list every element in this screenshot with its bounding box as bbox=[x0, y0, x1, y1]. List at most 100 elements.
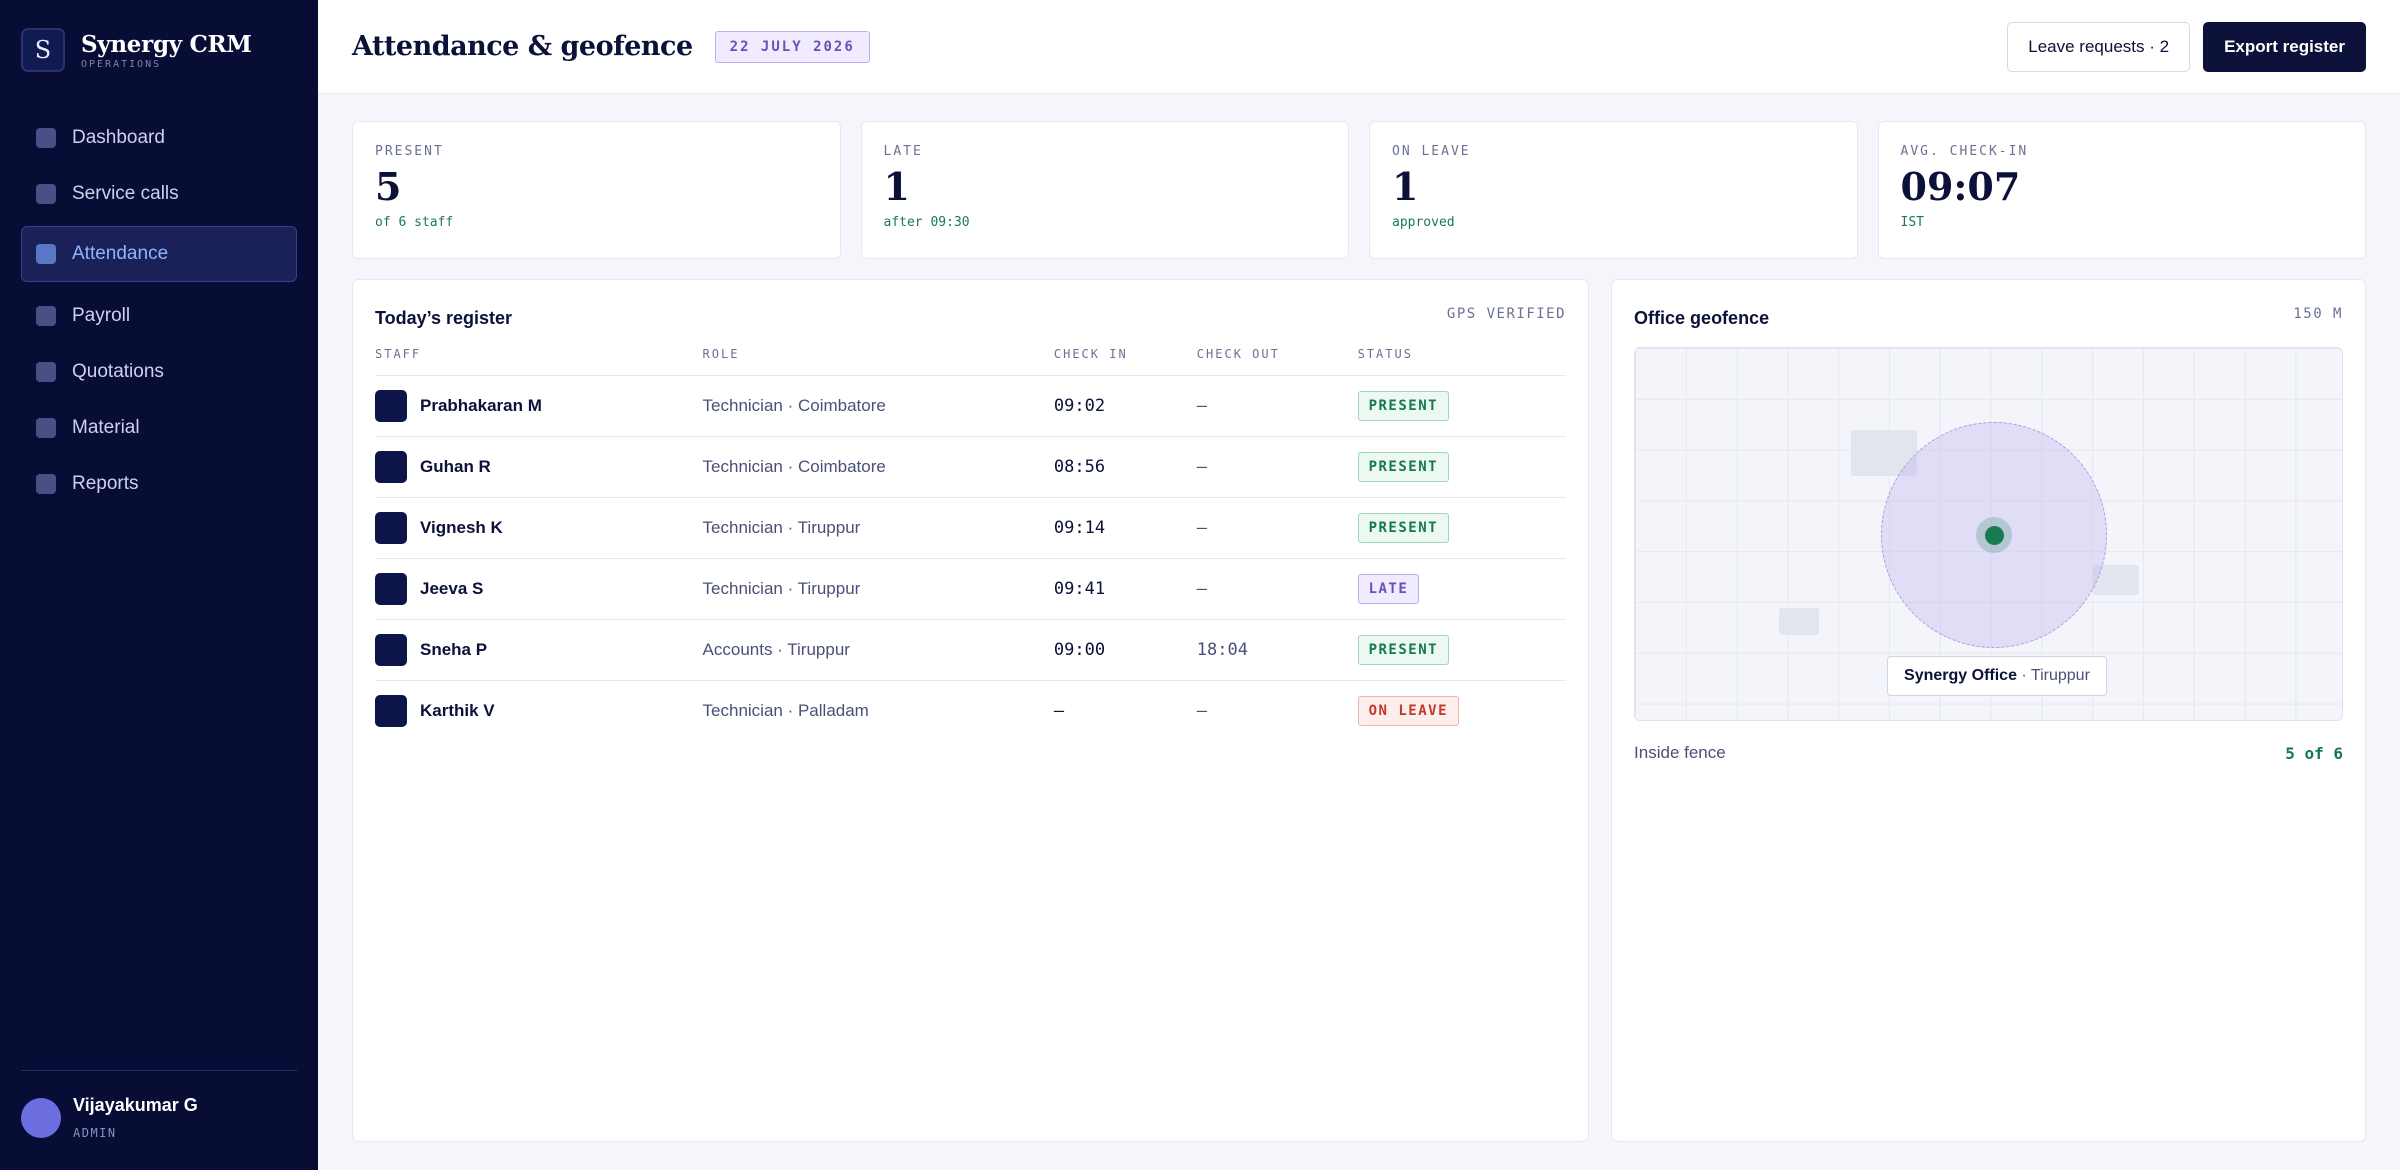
staff-role: Technician · Coimbatore bbox=[702, 375, 1054, 437]
stat-card-present: PRESENT 5 of 6 staff bbox=[352, 121, 841, 259]
column-header[interactable]: STATUS bbox=[1357, 347, 1567, 376]
register-panel: Today’s register GPS VERIFIED STAFF ROLE… bbox=[352, 279, 1590, 1142]
staff-avatar bbox=[375, 695, 407, 728]
sidebar-item-reports[interactable]: Reports bbox=[21, 458, 297, 510]
leave-requests-button[interactable]: Leave requests · 2 bbox=[2007, 21, 2191, 72]
office-map-label: Synergy Office · Tiruppur bbox=[1887, 656, 2107, 696]
topbar: Attendance & geofence 22 JULY 2026 Leave… bbox=[318, 0, 2400, 94]
content: PRESENT 5 of 6 staff LATE 1 after 09:30 … bbox=[318, 94, 2400, 1170]
office-name: Synergy Office bbox=[1904, 667, 2017, 684]
staff-avatar bbox=[375, 634, 407, 666]
brand-subtitle: OPERATIONS bbox=[81, 58, 162, 70]
payroll-icon bbox=[36, 306, 56, 326]
stat-value: 5 bbox=[375, 164, 402, 209]
attendance-icon bbox=[36, 244, 56, 264]
staff-role: Technician · Tiruppur bbox=[702, 497, 1054, 559]
sidebar: S Synergy CRM OPERATIONS Dashboard Servi… bbox=[0, 0, 318, 1170]
check-in: — bbox=[1053, 701, 1065, 722]
staff-avatar bbox=[375, 451, 407, 483]
stat-value: 09:07 bbox=[1900, 164, 2021, 209]
office-location: · Tiruppur bbox=[2016, 667, 2090, 684]
sidebar-item-label: Attendance bbox=[72, 243, 169, 264]
geofence-circle bbox=[1881, 422, 2108, 648]
stat-label: LATE bbox=[883, 144, 923, 159]
gps-verified-label: GPS VERIFIED bbox=[1446, 306, 1567, 322]
check-in: 09:41 bbox=[1053, 558, 1197, 620]
staff-role: Accounts · Tiruppur bbox=[702, 619, 1054, 681]
stat-card-avg-check-in: AVG. CHECK-IN 09:07 IST bbox=[1877, 121, 2366, 259]
stat-value: 1 bbox=[883, 164, 910, 209]
table-row[interactable]: Karthik V Technician · Palladam — — ON L… bbox=[375, 681, 1566, 742]
user-profile[interactable]: Vijayakumar G ADMIN bbox=[21, 1070, 297, 1170]
check-in: 08:56 bbox=[1053, 436, 1197, 498]
register-title: Today’s register bbox=[375, 308, 513, 328]
stat-label: PRESENT bbox=[375, 144, 444, 159]
geofence-panel: Office geofence 150 M Synergy Office · T… bbox=[1611, 279, 2366, 1142]
staff-name: Karthik V bbox=[420, 701, 495, 721]
check-out: 18:04 bbox=[1196, 619, 1358, 681]
sidebar-item-label: Reports bbox=[72, 473, 139, 494]
office-pin-icon[interactable] bbox=[1984, 525, 2004, 545]
check-in: 09:14 bbox=[1053, 497, 1197, 559]
stat-card-on-leave: ON LEAVE 1 approved bbox=[1369, 121, 1858, 259]
inside-fence-label: Inside fence bbox=[1634, 743, 1726, 762]
geofence-title: Office geofence bbox=[1634, 308, 1770, 328]
staff-avatar bbox=[375, 512, 407, 544]
sidebar-item-dashboard[interactable]: Dashboard bbox=[21, 112, 297, 164]
column-header[interactable]: ROLE bbox=[702, 347, 1054, 376]
sidebar-item-label: Service calls bbox=[72, 183, 179, 204]
date-badge: 22 JULY 2026 bbox=[714, 30, 870, 63]
stats-row: PRESENT 5 of 6 staff LATE 1 after 09:30 … bbox=[352, 121, 2366, 259]
sidebar-item-label: Quotations bbox=[72, 361, 164, 382]
staff-name: Prabhakaran M bbox=[420, 396, 542, 415]
status-badge: PRESENT bbox=[1357, 452, 1450, 482]
stat-value: 1 bbox=[1392, 164, 1419, 209]
check-out: — bbox=[1196, 701, 1208, 722]
sidebar-item-material[interactable]: Material bbox=[21, 402, 297, 454]
sidebar-item-label: Payroll bbox=[72, 305, 131, 326]
material-icon bbox=[36, 418, 56, 438]
dashboard-icon bbox=[36, 128, 56, 148]
page-title: Attendance & geofence bbox=[352, 31, 693, 62]
register-table: STAFF ROLE CHECK IN CHECK OUT STATUS Pra… bbox=[375, 347, 1567, 742]
status-badge: PRESENT bbox=[1357, 513, 1450, 543]
table-row[interactable]: Sneha P Accounts · Tiruppur 09:00 18:04 … bbox=[375, 619, 1567, 681]
staff-avatar bbox=[375, 573, 407, 605]
sidebar-item-service-calls[interactable]: Service calls bbox=[21, 168, 297, 220]
table-row[interactable]: Guhan R Technician · Coimbatore 08:56 — … bbox=[375, 436, 1567, 498]
brand-name: Synergy CRM bbox=[81, 30, 252, 58]
table-row[interactable]: Jeeva S Technician · Tiruppur 09:41 — LA… bbox=[375, 558, 1567, 620]
staff-role: Technician · Coimbatore bbox=[702, 436, 1054, 498]
column-header[interactable]: STAFF bbox=[375, 347, 703, 376]
stat-label: ON LEAVE bbox=[1392, 144, 1471, 159]
sidebar-item-attendance[interactable]: Attendance bbox=[21, 226, 297, 282]
export-register-button[interactable]: Export register bbox=[2203, 21, 2366, 72]
stat-sub: approved bbox=[1392, 214, 1455, 230]
status-badge: PRESENT bbox=[1357, 635, 1450, 665]
inside-fence-count: 5 of 6 bbox=[2285, 743, 2343, 763]
check-in: 09:00 bbox=[1053, 619, 1197, 681]
staff-avatar bbox=[375, 390, 407, 422]
column-header[interactable]: CHECK OUT bbox=[1196, 347, 1358, 376]
service-calls-icon bbox=[36, 184, 56, 204]
sidebar-item-label: Material bbox=[72, 417, 140, 438]
status-badge: ON LEAVE bbox=[1357, 696, 1460, 727]
geofence-map[interactable]: Synergy Office · Tiruppur bbox=[1634, 347, 2343, 721]
staff-name: Jeeva S bbox=[420, 579, 484, 598]
brand[interactable]: S Synergy CRM OPERATIONS bbox=[0, 0, 318, 100]
sidebar-nav: Dashboard Service calls Attendance Payro… bbox=[0, 100, 318, 1070]
user-role: ADMIN bbox=[73, 1126, 117, 1140]
column-header[interactable]: CHECK IN bbox=[1053, 347, 1197, 376]
staff-name: Sneha P bbox=[420, 640, 488, 659]
status-badge: PRESENT bbox=[1357, 391, 1450, 421]
reports-icon bbox=[36, 474, 56, 494]
table-row[interactable]: Prabhakaran M Technician · Coimbatore 09… bbox=[375, 375, 1567, 437]
sidebar-item-payroll[interactable]: Payroll bbox=[21, 290, 297, 342]
quotations-icon bbox=[36, 362, 56, 382]
sidebar-item-quotations[interactable]: Quotations bbox=[21, 346, 297, 398]
stat-card-late: LATE 1 after 09:30 bbox=[860, 121, 1349, 259]
map-building bbox=[1779, 608, 1820, 635]
sidebar-item-label: Dashboard bbox=[72, 127, 165, 148]
table-row[interactable]: Vignesh K Technician · Tiruppur 09:14 — … bbox=[375, 497, 1567, 559]
stat-sub: of 6 staff bbox=[375, 214, 454, 230]
